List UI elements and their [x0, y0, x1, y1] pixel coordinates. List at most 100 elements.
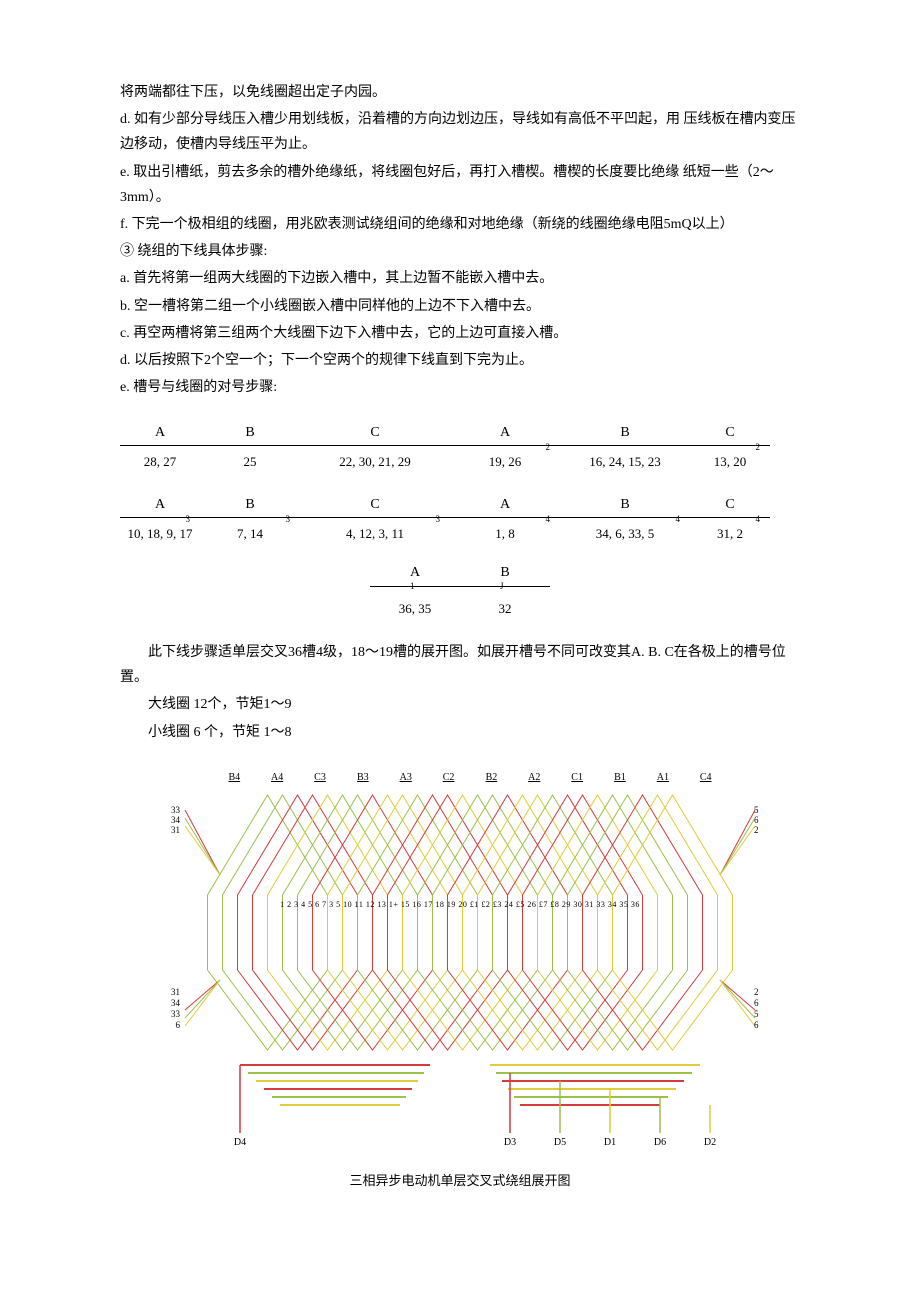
svg-text:B3: B3	[357, 772, 369, 783]
slot-cell: A 2 19, 26	[450, 420, 560, 474]
svg-text:D5: D5	[554, 1137, 566, 1148]
slot-cell: B 3 7, 14	[200, 492, 300, 546]
slot-v: 31, 2	[717, 522, 743, 545]
slot-h: C	[370, 425, 379, 440]
slot-cell: C 2 13, 20	[690, 420, 770, 474]
para-step3: ③ 绕组的下线具体步骤:	[120, 239, 800, 264]
slot-sub: 4	[756, 511, 761, 527]
slot-cell: A 1 36, 35	[370, 560, 460, 620]
slot-h: C	[725, 425, 734, 440]
svg-text:A3: A3	[400, 772, 412, 783]
svg-text:33: 33	[171, 1009, 181, 1019]
slot-sub: 4	[676, 511, 681, 527]
slot-v: 7, 14	[237, 522, 263, 545]
slot-sub: J	[500, 578, 504, 594]
svg-text:6: 6	[176, 1020, 181, 1030]
slot-sub: 3	[186, 511, 191, 527]
slot-cell: B 25	[200, 420, 300, 474]
para-after1: 此下线步骤适单层交叉36槽4级，18〜19槽的展开图。如展开槽号不同可改变其A.…	[120, 640, 800, 690]
slot-sub: 2	[546, 439, 551, 455]
winding-svg: B4A4C3B3A3C2B2A2C1B1A1C43334315621 2 3 4…	[140, 765, 780, 1165]
svg-text:6: 6	[754, 1020, 759, 1030]
slot-cell: C 4 31, 2	[690, 492, 770, 546]
slot-h: B	[245, 425, 254, 440]
slot-h: A	[500, 425, 510, 440]
svg-text:1 2 3 4 5 6 7 3 5 10 11: 1 2 3 4 5 6 7 3 5 10 11 12 13 1+ 15 16 1…	[280, 900, 640, 909]
slot-v: 22, 30, 21, 29	[339, 450, 411, 473]
slot-h: A	[155, 497, 165, 512]
slot-sub: 1	[410, 578, 415, 594]
slot-row-3: A 1 36, 35 B J 32	[120, 560, 800, 620]
slot-tables: A 28, 27 B 25 C 22, 30, 21, 29 A 2 19, 26…	[120, 420, 800, 620]
slot-row-2: A 3 10, 18, 9, 17 B 3 7, 14 C 3 4, 12, 3, 1…	[120, 492, 800, 546]
para-c: c. 再空两槽将第三组两个大线圈下边下入槽中去，它的上边可直接入槽。	[120, 321, 800, 346]
slot-h: A	[155, 425, 165, 440]
slot-v: 10, 18, 9, 17	[128, 522, 193, 545]
slot-v: 1, 8	[495, 522, 515, 545]
para-e2: e. 槽号与线圈的对号步骤:	[120, 375, 800, 400]
slot-sub: 2	[756, 439, 761, 455]
svg-text:C2: C2	[443, 772, 455, 783]
slot-v: 19, 26	[489, 450, 522, 473]
slot-cell: B 16, 24, 15, 23	[560, 420, 690, 474]
svg-text:6: 6	[754, 998, 759, 1008]
para-after3: 小线圈 6 个，节矩 1〜8	[120, 720, 800, 745]
slot-h: A	[500, 497, 510, 512]
svg-text:31: 31	[171, 987, 180, 997]
slot-h: B	[620, 425, 629, 440]
slot-h: C	[370, 497, 379, 512]
slot-v: 4, 12, 3, 11	[346, 522, 404, 545]
slot-sub: 3	[436, 511, 441, 527]
slot-h: B	[245, 497, 254, 512]
diagram-caption: 三相异步电动机单层交叉式绕组展开图	[120, 1169, 800, 1192]
slot-h: C	[725, 497, 734, 512]
svg-text:A4: A4	[271, 772, 283, 783]
slot-v: 36, 35	[370, 597, 460, 620]
slot-h: B	[620, 497, 629, 512]
slot-v: 13, 20	[714, 450, 747, 473]
slot-v: 25	[244, 450, 257, 473]
svg-text:34: 34	[171, 998, 181, 1008]
svg-text:D6: D6	[654, 1137, 666, 1148]
svg-text:C3: C3	[314, 772, 326, 783]
svg-text:D2: D2	[704, 1137, 716, 1148]
winding-diagram: B4A4C3B3A3C2B2A2C1B1A1C43334315621 2 3 4…	[120, 765, 800, 1192]
slot-cell: C 22, 30, 21, 29	[300, 420, 450, 474]
svg-text:B4: B4	[228, 772, 240, 783]
slot-cell: A 28, 27	[120, 420, 200, 474]
svg-text:2: 2	[754, 987, 759, 997]
svg-text:D4: D4	[234, 1137, 246, 1148]
svg-text:B2: B2	[486, 772, 498, 783]
para-f: f. 下完一个极相组的线圈，用兆欧表测试绕组间的绝缘和对地绝缘（新绕的线圈绝缘电…	[120, 212, 800, 237]
slot-v: 32	[460, 597, 550, 620]
slot-row-1: A 28, 27 B 25 C 22, 30, 21, 29 A 2 19, 26…	[120, 420, 800, 474]
svg-text:D3: D3	[504, 1137, 516, 1148]
slot-cell: B J 32	[460, 560, 550, 620]
slot-v: 34, 6, 33, 5	[596, 522, 655, 545]
para-d: d. 如有少部分导线压入槽少用划线板，沿着槽的方向边划边压，导线如有高低不平凹起…	[120, 107, 800, 157]
slot-sub: 3	[286, 511, 291, 527]
slot-cell: A 3 10, 18, 9, 17	[120, 492, 200, 546]
para-b: b. 空一槽将第二组一个小线圈嵌入槽中同样他的上边不下入槽中去。	[120, 294, 800, 319]
slot-cell: B 4 34, 6, 33, 5	[560, 492, 690, 546]
para-d2: d. 以后按照下2个空一个；下一个空两个的规律下线直到下完为止。	[120, 348, 800, 373]
para-a: a. 首先将第一组两大线圈的下边嵌入槽中，其上边暂不能嵌入槽中去。	[120, 266, 800, 291]
svg-text:5: 5	[754, 1009, 759, 1019]
slot-v: 28, 27	[144, 450, 177, 473]
para-p0: 将两端都往下压，以免线圈超出定子内园。	[120, 80, 800, 105]
svg-text:C4: C4	[700, 772, 712, 783]
svg-text:33: 33	[171, 805, 181, 815]
svg-text:D1: D1	[604, 1137, 616, 1148]
slot-cell: C 3 4, 12, 3, 11	[300, 492, 450, 546]
svg-text:34: 34	[171, 815, 181, 825]
svg-text:B1: B1	[614, 772, 626, 783]
slot-cell: A 4 1, 8	[450, 492, 560, 546]
svg-text:6: 6	[754, 815, 759, 825]
para-e: e. 取出引槽纸，剪去多余的槽外绝缘纸，将线圈包好后，再打入槽楔。槽楔的长度要比…	[120, 160, 800, 210]
slot-sub: 4	[546, 511, 551, 527]
svg-text:C1: C1	[571, 772, 583, 783]
svg-text:A2: A2	[528, 772, 540, 783]
slot-v: 16, 24, 15, 23	[589, 450, 661, 473]
svg-text:A1: A1	[657, 772, 669, 783]
svg-text:31: 31	[171, 825, 180, 835]
